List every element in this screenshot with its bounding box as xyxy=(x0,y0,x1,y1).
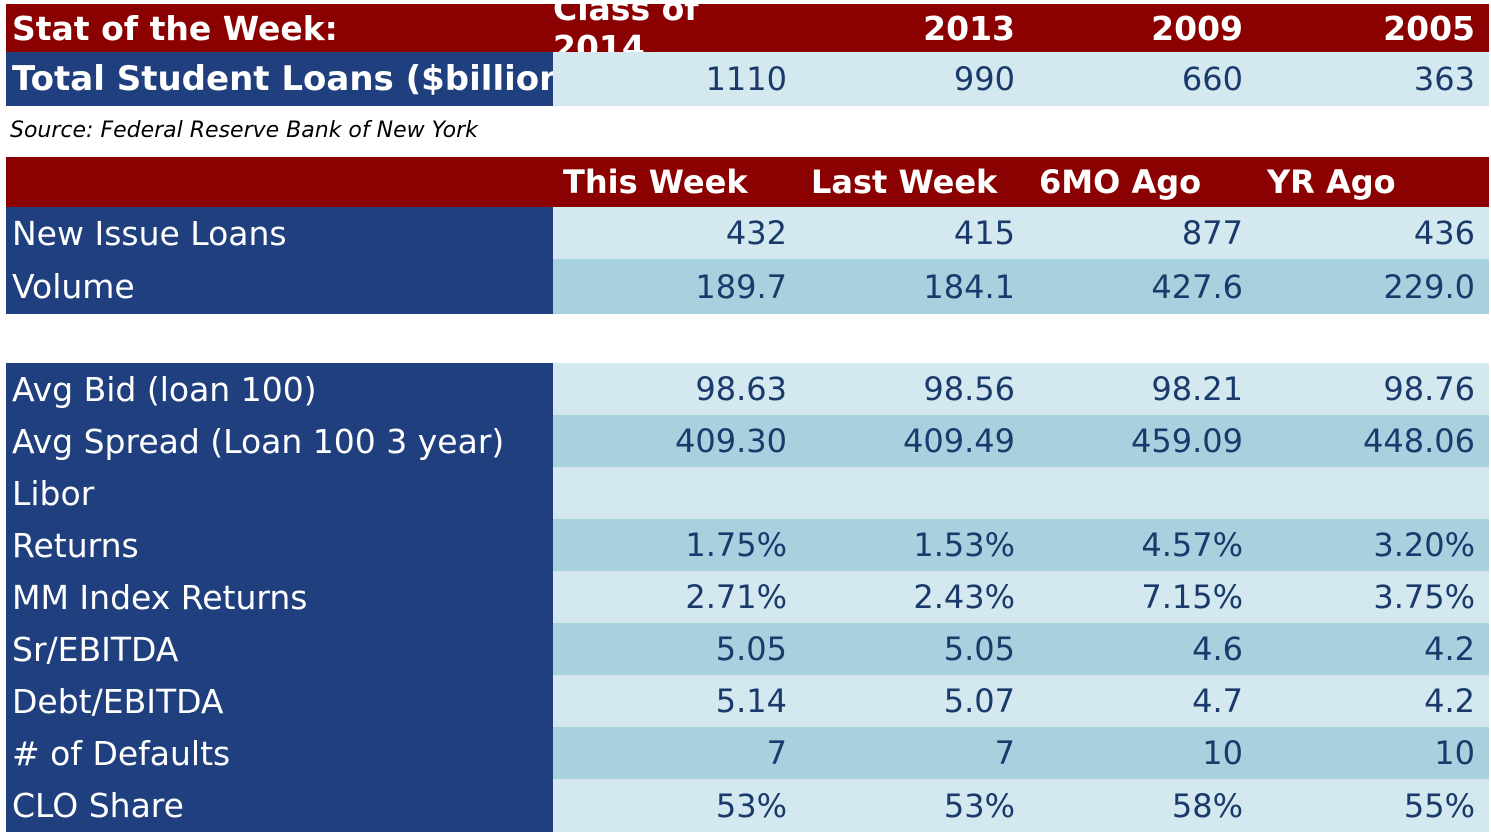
table-cell xyxy=(1029,467,1257,519)
row-label: Sr/EBITDA xyxy=(6,623,553,675)
table-cell: 229.0 xyxy=(1257,259,1489,314)
table-cell: 184.1 xyxy=(801,259,1029,314)
table-cell: 4.7 xyxy=(1029,675,1257,727)
table-cell: 4.2 xyxy=(1257,623,1489,675)
table-cell: 10 xyxy=(1029,727,1257,779)
header-this-week: This Week xyxy=(563,163,748,201)
source-note: Source: Federal Reserve Bank of New York xyxy=(10,118,478,143)
table-cell: 1.53% xyxy=(801,519,1029,571)
stat-data-row: Total Student Loans ($billions) 1110 990… xyxy=(6,52,1489,106)
table-cell: 5.05 xyxy=(553,623,801,675)
table-cell: 2.43% xyxy=(801,571,1029,623)
table-cell xyxy=(801,467,1029,519)
header-last-week: Last Week xyxy=(811,163,998,201)
stat-cell: 363 xyxy=(1257,52,1489,106)
table-row: CLO Share 53% 53% 58% 55% xyxy=(6,779,1489,832)
table-cell: 5.07 xyxy=(801,675,1029,727)
table-cell: 3.75% xyxy=(1257,571,1489,623)
table-row: Volume 189.7 184.1 427.6 229.0 xyxy=(6,259,1489,314)
table-row: Avg Spread (Loan 100 3 year) 409.30 409.… xyxy=(6,415,1489,467)
stat-header-2005: 2005 xyxy=(1383,8,1475,48)
stat-header-row: Stat of the Week: Class of 2014 2013 200… xyxy=(6,0,1489,67)
stat-cell: 1110 xyxy=(553,52,801,106)
table-cell: 98.76 xyxy=(1257,363,1489,415)
table-row: Returns 1.75% 1.53% 4.57% 3.20% xyxy=(6,519,1489,571)
stat-header-2009: 2009 xyxy=(1151,8,1243,48)
stat-cell: 660 xyxy=(1029,52,1257,106)
table-cell: 7 xyxy=(801,727,1029,779)
table-cell: 2.71% xyxy=(553,571,801,623)
table-cell: 58% xyxy=(1029,779,1257,832)
table-cell: 409.49 xyxy=(801,415,1029,467)
row-label: Returns xyxy=(6,519,553,571)
table-cell xyxy=(553,467,801,519)
table-cell: 415 xyxy=(801,207,1029,259)
table-cell: 459.09 xyxy=(1029,415,1257,467)
table-cell: 10 xyxy=(1257,727,1489,779)
table-cell: 436 xyxy=(1257,207,1489,259)
row-label: CLO Share xyxy=(6,779,553,832)
row-label: New Issue Loans xyxy=(6,207,553,259)
row-label: Libor xyxy=(6,467,553,519)
table-cell: 55% xyxy=(1257,779,1489,832)
table-row: New Issue Loans 432 415 877 436 xyxy=(6,207,1489,259)
table-row: Avg Bid (loan 100) 98.63 98.56 98.21 98.… xyxy=(6,363,1489,415)
table-cell: 98.56 xyxy=(801,363,1029,415)
row-label: MM Index Returns xyxy=(6,571,553,623)
table-cell: 5.14 xyxy=(553,675,801,727)
row-label: # of Defaults xyxy=(6,727,553,779)
table-row: Libor xyxy=(6,467,1489,519)
table-cell: 427.6 xyxy=(1029,259,1257,314)
table-cell: 3.20% xyxy=(1257,519,1489,571)
row-label: Volume xyxy=(6,259,553,314)
table-cell: 7.15% xyxy=(1029,571,1257,623)
table-cell: 5.05 xyxy=(801,623,1029,675)
row-label: Avg Spread (Loan 100 3 year) xyxy=(6,415,553,467)
stat-header-2013: 2013 xyxy=(923,8,1015,48)
table-cell: 448.06 xyxy=(1257,415,1489,467)
table-cell: 4.2 xyxy=(1257,675,1489,727)
table-cell: 98.63 xyxy=(553,363,801,415)
table-cell: 98.21 xyxy=(1029,363,1257,415)
main-header-row: This Week Last Week 6MO Ago YR Ago xyxy=(6,157,1489,207)
table-cell: 189.7 xyxy=(553,259,801,314)
header-yr-ago: YR Ago xyxy=(1267,163,1396,201)
stat-header-class-2014: Class of 2014 xyxy=(553,0,699,67)
stat-title: Stat of the Week: xyxy=(12,8,338,48)
table-cell: 53% xyxy=(553,779,801,832)
table-cell xyxy=(1257,467,1489,519)
table-cell: 4.57% xyxy=(1029,519,1257,571)
stat-row-label: Total Student Loans ($billions) xyxy=(6,52,553,106)
row-label: Avg Bid (loan 100) xyxy=(6,363,553,415)
table-cell: 7 xyxy=(553,727,801,779)
table-row: Debt/EBITDA 5.14 5.07 4.7 4.2 xyxy=(6,675,1489,727)
table-row: MM Index Returns 2.71% 2.43% 7.15% 3.75% xyxy=(6,571,1489,623)
stat-cell: 990 xyxy=(801,52,1029,106)
table-cell: 53% xyxy=(801,779,1029,832)
table-cell: 432 xyxy=(553,207,801,259)
row-label: Debt/EBITDA xyxy=(6,675,553,727)
table-cell: 877 xyxy=(1029,207,1257,259)
header-6mo-ago: 6MO Ago xyxy=(1039,163,1202,201)
main-header-blank xyxy=(6,157,553,207)
table-cell: 1.75% xyxy=(553,519,801,571)
table-row: Sr/EBITDA 5.05 5.05 4.6 4.2 xyxy=(6,623,1489,675)
table-cell: 4.6 xyxy=(1029,623,1257,675)
table-row: # of Defaults 7 7 10 10 xyxy=(6,727,1489,779)
table-cell: 409.30 xyxy=(553,415,801,467)
